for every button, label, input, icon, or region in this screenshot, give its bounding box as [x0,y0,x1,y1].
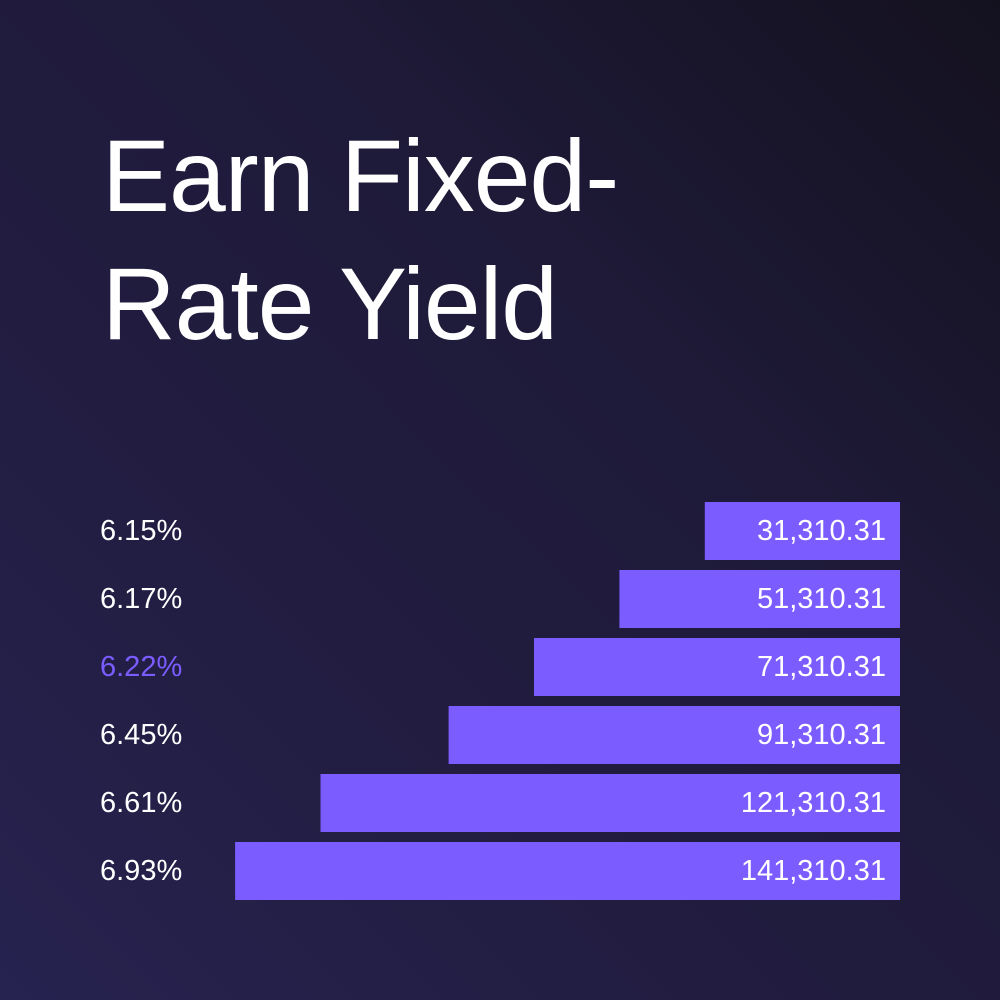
value-label-3: 91,310.31 [757,719,886,751]
bar-1 [619,570,900,628]
rate-label-4: 6.61% [100,787,182,819]
value-label-1: 51,310.31 [757,583,886,615]
rate-label-3: 6.45% [100,719,182,751]
bar-3 [448,706,900,764]
headline-line-2: Rate Yield [102,247,558,361]
rate-label-2: 6.22% [100,651,182,683]
bar-0 [704,502,900,560]
value-label-5: 141,310.31 [741,855,886,887]
value-label-2: 71,310.31 [757,651,886,683]
rate-label-5: 6.93% [100,855,182,887]
headline-line-1: Earn Fixed- [102,119,619,233]
rate-label-1: 6.17% [100,583,182,615]
bar-4 [320,774,900,832]
rate-label-0: 6.15% [100,515,182,547]
bar-2 [534,638,900,696]
bar-5 [235,842,901,900]
value-label-4: 121,310.31 [741,787,886,819]
value-label-0: 31,310.31 [757,515,886,547]
headline: Earn Fixed- Rate Yield [102,112,902,368]
